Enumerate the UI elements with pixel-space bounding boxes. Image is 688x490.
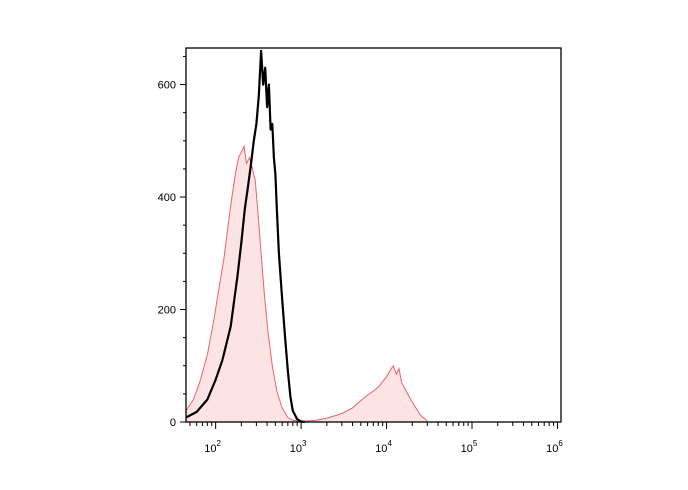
series-layer: [185, 49, 428, 424]
x-tick-label: 106: [546, 439, 563, 455]
y-tick-label: 600: [158, 80, 176, 92]
series-0-outline: [185, 144, 428, 422]
y-tick-label: 200: [158, 305, 176, 317]
series-1-line: [185, 49, 305, 424]
axis-layer: 0 200 400 600 102 103 104 105 106: [158, 55, 563, 455]
x-tick-label: 102: [204, 439, 221, 455]
plot-frame: [185, 47, 562, 423]
series-0-area: [186, 146, 428, 422]
x-tick-label: 105: [461, 439, 478, 455]
x-tick-label: 103: [290, 439, 307, 455]
x-tick-label: 104: [375, 439, 392, 455]
y-tick-label: 400: [158, 192, 176, 204]
y-tick-label: 0: [170, 417, 176, 429]
